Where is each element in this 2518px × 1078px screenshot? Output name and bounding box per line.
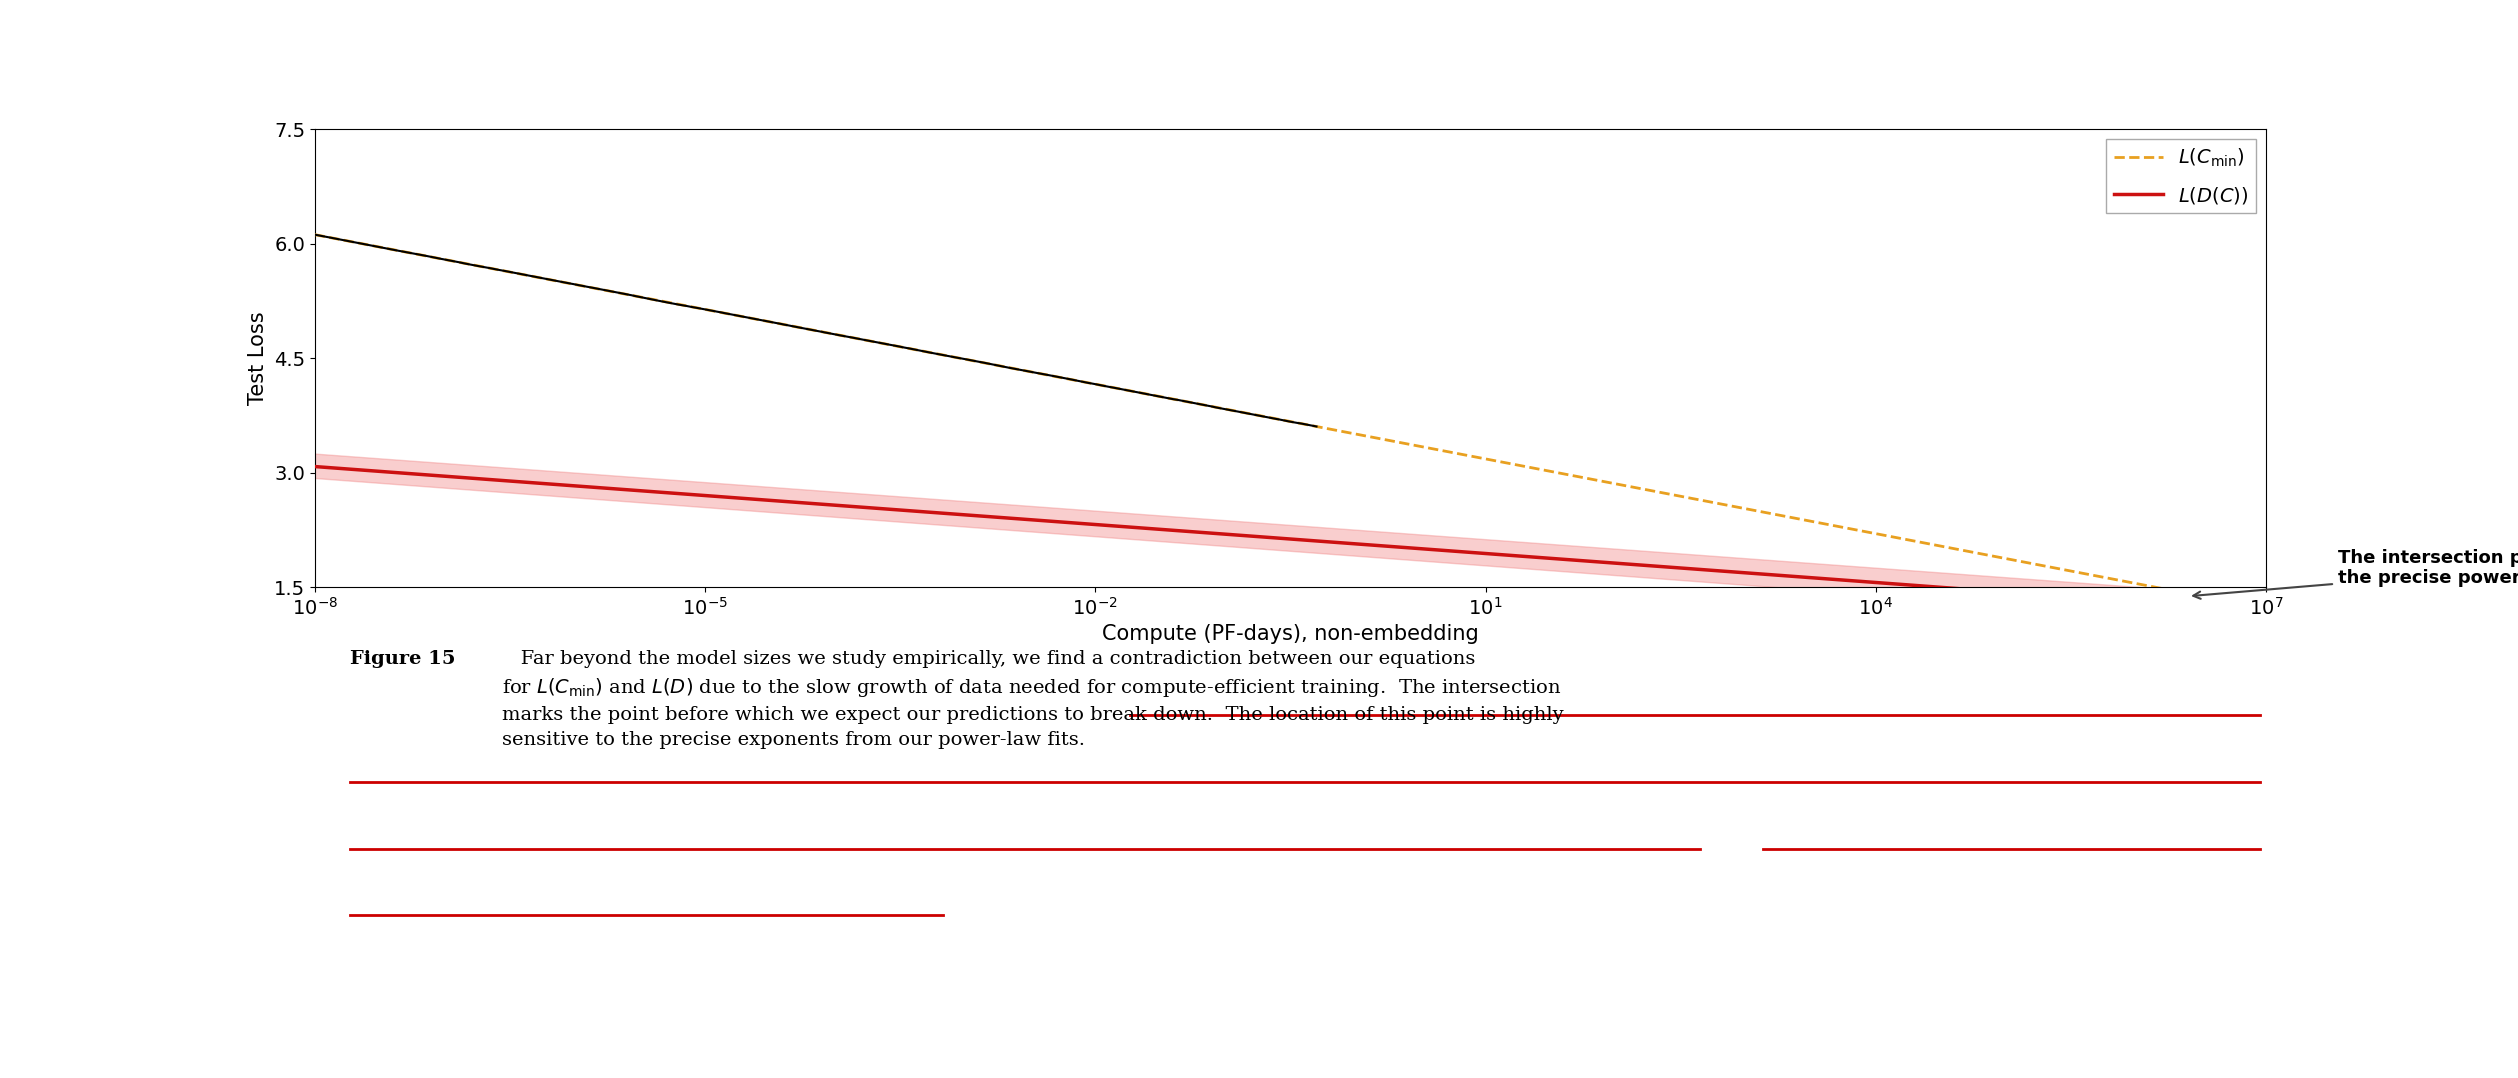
- $L(C_{\mathrm{min}})$: [2193, 591, 2223, 604]
- $L(C_{\mathrm{min}})$: [1836, 523, 1866, 536]
- $L(D(C))$: [2251, 605, 2281, 618]
- Line: $L(C_{\mathrm{min}})$: $L(C_{\mathrm{min}})$: [315, 235, 2266, 608]
- $L(C_{\mathrm{min}})$: [300, 229, 330, 241]
- Text: The intersection point is sensitive to
the precise power-law parameters: The intersection point is sensitive to t…: [2193, 549, 2518, 598]
- Text: Figure 15: Figure 15: [350, 650, 456, 667]
- $L(C_{\mathrm{min}})$: [400, 247, 431, 260]
- $L(D(C))$: [1249, 530, 1279, 543]
- $L(C_{\mathrm{min}})$: [1196, 400, 1226, 413]
- $L(D(C))$: [400, 468, 431, 481]
- $L(C_{\mathrm{min}})$: [1249, 410, 1279, 423]
- $L(C_{\mathrm{min}})$: [2251, 602, 2281, 614]
- $L(D(C))$: [2193, 600, 2223, 613]
- Text: Far beyond the model sizes we study empirically, we find a contradiction between: Far beyond the model sizes we study empi…: [501, 650, 1564, 749]
- $L(D(C))$: [1836, 575, 1866, 588]
- Line: $L(D(C))$: $L(D(C))$: [315, 467, 2266, 611]
- $L(D(C))$: [2196, 600, 2226, 613]
- Legend: $L(C_{\mathrm{min}})$, $L(D(C))$: $L(C_{\mathrm{min}})$, $L(D(C))$: [2108, 139, 2256, 213]
- $L(C_{\mathrm{min}})$: [2196, 591, 2226, 604]
- $L(D(C))$: [1196, 527, 1226, 540]
- X-axis label: Compute (PF-days), non-embedding: Compute (PF-days), non-embedding: [1103, 624, 1478, 645]
- Y-axis label: Test Loss: Test Loss: [249, 312, 269, 405]
- $L(D(C))$: [300, 460, 330, 473]
